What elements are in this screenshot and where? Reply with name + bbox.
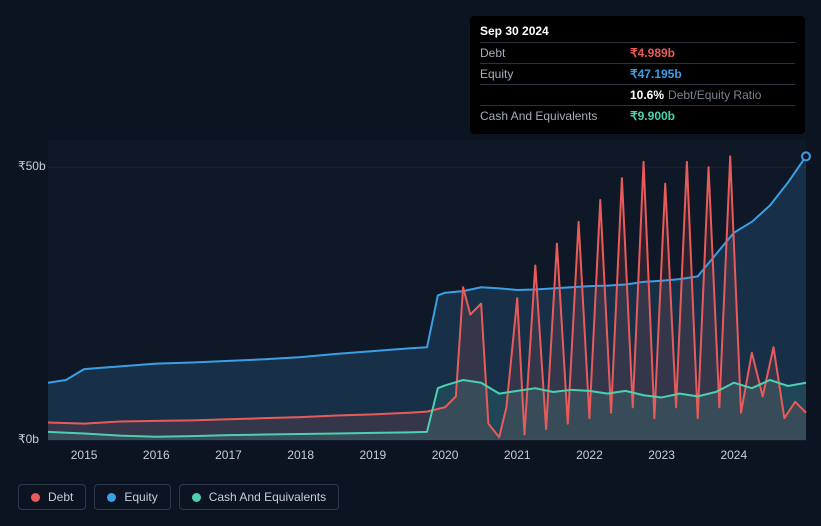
x-tick-label: 2019	[359, 448, 386, 462]
y-tick-label: ₹50b	[18, 159, 46, 173]
chart-tooltip: Sep 30 2024 Debt₹4.989bEquity₹47.195b10.…	[470, 16, 805, 134]
tooltip-label	[480, 88, 630, 102]
x-tick-label: 2022	[576, 448, 603, 462]
x-tick-label: 2021	[504, 448, 531, 462]
x-tick-label: 2017	[215, 448, 242, 462]
legend-label: Cash And Equivalents	[209, 490, 326, 504]
legend-dot-icon	[107, 493, 116, 502]
tooltip-label: Cash And Equivalents	[480, 109, 630, 123]
x-tick-label: 2023	[648, 448, 675, 462]
tooltip-value: ₹4.989b	[630, 46, 675, 60]
legend-label: Equity	[124, 490, 157, 504]
tooltip-row: Cash And Equivalents₹9.900b	[480, 105, 795, 126]
tooltip-row: Equity₹47.195b	[480, 63, 795, 84]
tooltip-row: Debt₹4.989b	[480, 42, 795, 63]
tooltip-value: ₹9.900b	[630, 109, 675, 123]
x-tick-label: 2020	[432, 448, 459, 462]
legend-item-equity[interactable]: Equity	[94, 484, 170, 510]
x-tick-label: 2024	[720, 448, 747, 462]
x-tick-label: 2018	[287, 448, 314, 462]
x-tick-label: 2016	[143, 448, 170, 462]
legend: Debt Equity Cash And Equivalents	[18, 484, 339, 510]
legend-item-debt[interactable]: Debt	[18, 484, 86, 510]
tooltip-label: Debt	[480, 46, 630, 60]
tooltip-date: Sep 30 2024	[480, 24, 795, 42]
legend-dot-icon	[192, 493, 201, 502]
y-tick-label: ₹0b	[18, 432, 39, 446]
tooltip-label: Equity	[480, 67, 630, 81]
tooltip-row: 10.6%Debt/Equity Ratio	[480, 84, 795, 105]
tooltip-suffix: Debt/Equity Ratio	[668, 88, 761, 102]
legend-item-cash[interactable]: Cash And Equivalents	[179, 484, 339, 510]
tooltip-value: ₹47.195b	[630, 67, 682, 81]
legend-label: Debt	[48, 490, 73, 504]
legend-dot-icon	[31, 493, 40, 502]
x-tick-label: 2015	[71, 448, 98, 462]
tooltip-value: 10.6%Debt/Equity Ratio	[630, 88, 761, 102]
